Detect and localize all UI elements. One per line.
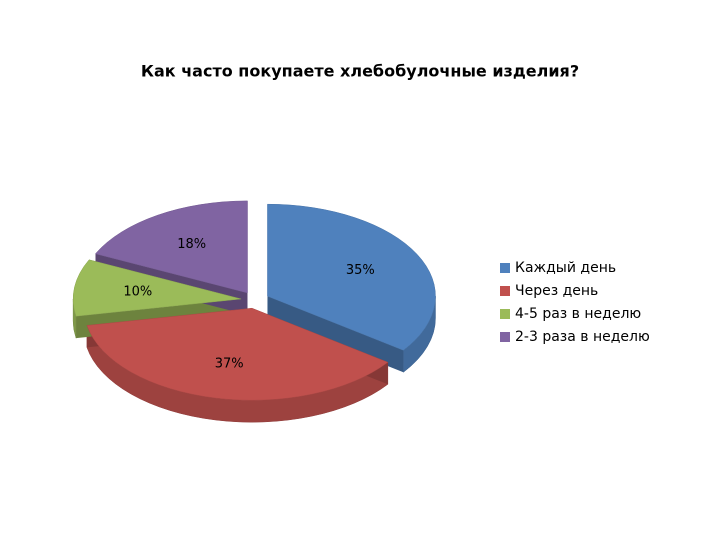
slice	[95, 200, 248, 294]
legend-label: 2-3 раза в неделю	[515, 329, 650, 345]
legend-swatch	[500, 286, 510, 296]
data-label: 35%	[346, 263, 375, 278]
data-label: 10%	[123, 284, 152, 299]
legend: Каждый день Через день 4-5 раз в неделю 2-3…	[500, 260, 650, 345]
legend-label: Через день	[515, 283, 598, 299]
legend-label: Каждый день	[515, 260, 616, 276]
data-labels: 35% 37% 10% 18%	[123, 237, 374, 371]
data-label: 37%	[215, 356, 244, 371]
slice	[86, 307, 389, 401]
legend-swatch	[500, 332, 510, 342]
legend-label: 4-5 раз в неделю	[515, 306, 641, 322]
chart-title: Как часто покупаете хлебобулочные издели…	[141, 62, 579, 81]
slice-cut	[267, 296, 404, 373]
slice	[267, 203, 436, 351]
data-label: 18%	[177, 237, 206, 252]
slice	[72, 259, 242, 317]
pie-tops	[72, 200, 436, 401]
legend-swatch	[500, 309, 510, 319]
legend-swatch	[500, 263, 510, 273]
